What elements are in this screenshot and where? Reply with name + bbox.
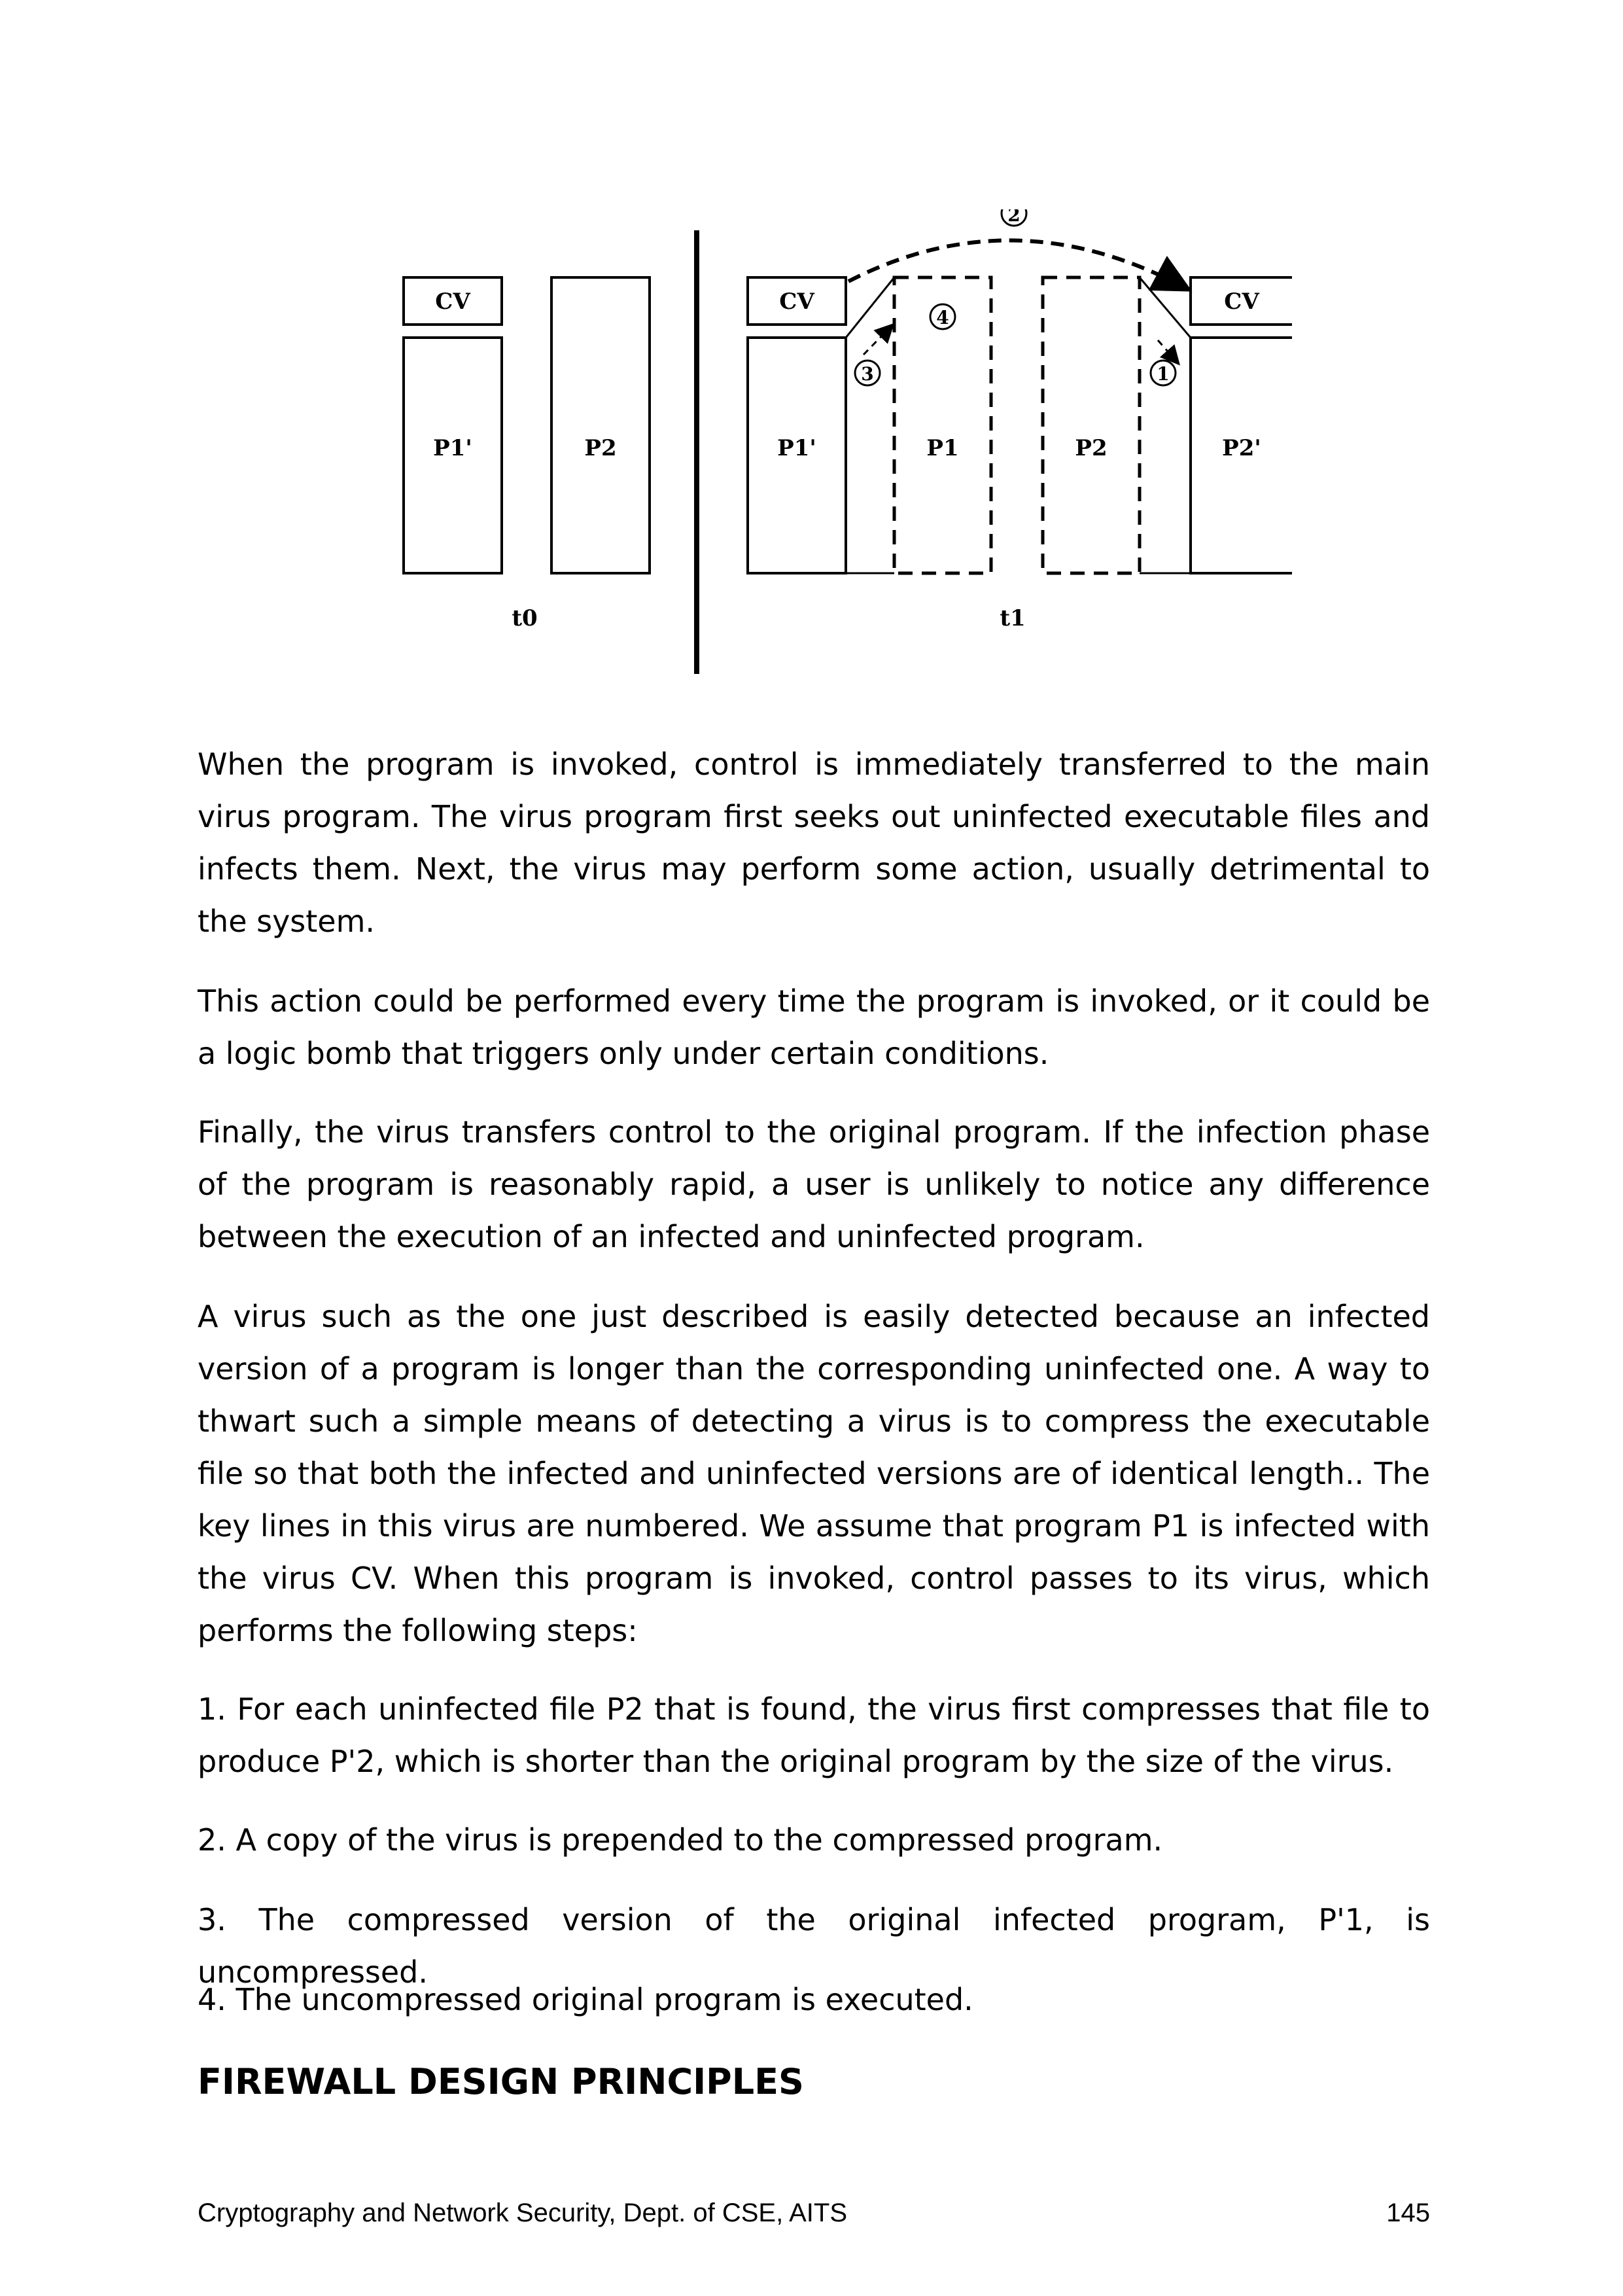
p1-label-right: P1 xyxy=(926,435,958,461)
connector-p2prime-top xyxy=(1138,277,1192,338)
step-number-3: 3 xyxy=(861,363,873,385)
step-circle-2 xyxy=(1000,209,1028,227)
step-number-1: 1 xyxy=(1157,363,1169,385)
paragraph-action: This action could be performed every tim… xyxy=(198,983,1430,1071)
paragraph-transfer: Finally, the virus transfers control to … xyxy=(198,1114,1430,1254)
arrow-step-2 xyxy=(847,238,1193,292)
paragraph-compression: A virus such as the one just described i… xyxy=(198,1299,1430,1648)
cv-box-right-left xyxy=(746,276,847,326)
p1-dashed-box xyxy=(892,275,993,575)
p2-dashed-box xyxy=(1041,275,1142,575)
step-number-2: 2 xyxy=(1007,209,1020,226)
cv-label-right-right: CV xyxy=(1224,289,1259,315)
p1-prime-box-left xyxy=(402,336,503,574)
page-footer: Cryptography and Network Security, Dept.… xyxy=(198,2199,1430,2228)
time-label-t1: t1 xyxy=(1000,605,1025,631)
paragraph-invocation: When the program is invoked, control is … xyxy=(198,747,1430,939)
page-number: 145 xyxy=(1386,2199,1430,2227)
step-item-2: 2. A copy of the virus is prepended to t… xyxy=(198,1822,1163,1858)
step-number-4: 4 xyxy=(936,307,949,328)
p1-prime-box-right xyxy=(746,336,847,574)
step-item-4: 4. The uncompressed original program is … xyxy=(198,1982,973,2017)
p2-label-left: P2 xyxy=(584,435,616,461)
time-label-t0: t0 xyxy=(512,605,537,631)
arrow-step-3 xyxy=(862,323,895,356)
cv-label-left: CV xyxy=(435,289,470,315)
cv-box-right-right xyxy=(1189,276,1292,326)
section-heading: FIREWALL DESIGN PRINCIPLES xyxy=(198,2061,804,2102)
step-item-3: 3. The compressed version of the origina… xyxy=(198,1902,1430,1990)
p2-label-right: P2 xyxy=(1075,435,1107,461)
step-circle-3 xyxy=(854,359,881,387)
arrow-step-1 xyxy=(1157,340,1180,366)
step-circle-4 xyxy=(929,303,956,330)
p1-prime-label-right: P1' xyxy=(777,435,816,461)
connector-p1prime-top xyxy=(845,277,896,338)
cv-label-right-left: CV xyxy=(779,289,814,315)
p2-prime-label-right: P2' xyxy=(1222,435,1261,461)
virus-compression-figure: CV P1' P2 t0 CV P1' P1 P2 CV P2' xyxy=(366,209,1295,680)
cv-box-left xyxy=(402,276,503,326)
step-item-1: 1. For each uninfected file P2 that is f… xyxy=(198,1691,1430,1779)
figure-svg: CV P1' P2 t0 CV P1' P1 P2 CV P2' xyxy=(402,209,1292,674)
p2-box-left xyxy=(550,276,651,574)
p2-prime-box-right xyxy=(1189,336,1292,574)
p1-prime-label-left: P1' xyxy=(433,435,472,461)
footer-course-title: Cryptography and Network Security, Dept.… xyxy=(198,2199,848,2227)
step-circle-1 xyxy=(1149,359,1177,387)
